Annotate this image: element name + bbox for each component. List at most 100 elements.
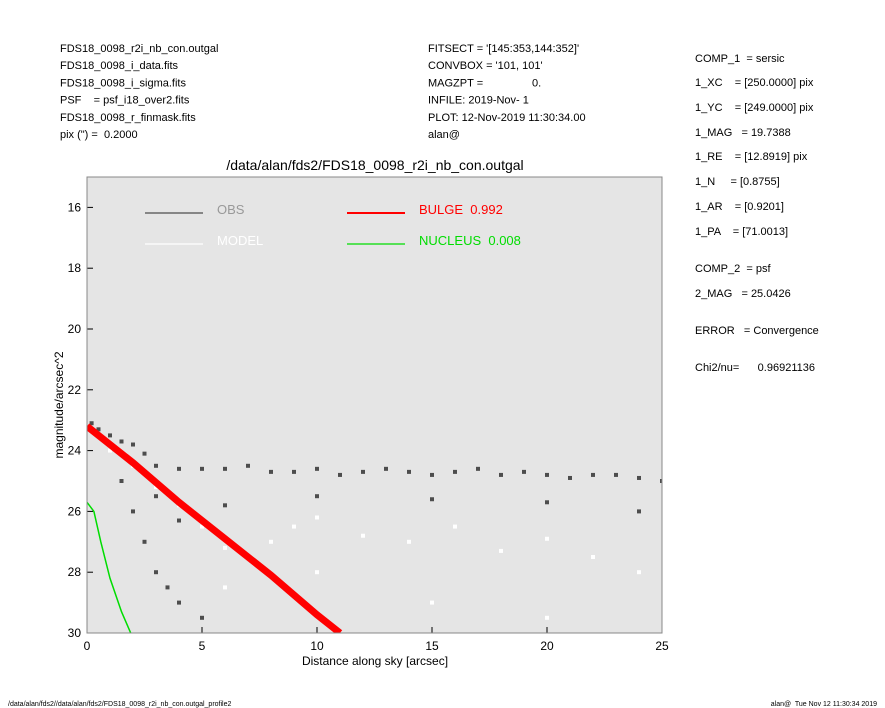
y-tick-label: 22 (68, 383, 82, 397)
data-point (407, 469, 411, 474)
data-point (108, 448, 112, 453)
data-point (430, 497, 434, 502)
y-tick-label: 24 (68, 444, 82, 458)
data-point (142, 539, 147, 544)
data-point (223, 585, 227, 590)
data-point (568, 475, 572, 480)
x-tick-label: 15 (425, 639, 439, 653)
data-point (269, 469, 273, 474)
profile-line (87, 501, 132, 633)
chart-title: /data/alan/fds2/FDS18_0098_r2i_nb_con.ou… (226, 157, 523, 173)
header-left-line: PSF = psf_i18_over2.fits (60, 95, 190, 107)
data-point (200, 466, 204, 471)
data-point (614, 472, 618, 477)
header-middle-line: CONVBOX = '101, 101' (428, 60, 543, 72)
data-point (384, 466, 388, 471)
data-point (96, 427, 101, 432)
data-point (131, 509, 135, 514)
data-point (637, 509, 641, 514)
data-point (453, 469, 457, 474)
x-tick-label: 20 (540, 639, 554, 653)
legend-label: OBS (217, 202, 245, 217)
data-point (338, 472, 342, 477)
data-point (108, 433, 112, 438)
header-right-line: 1_AR = [0.9201] (695, 201, 784, 213)
plot-frame (86, 176, 663, 634)
data-point (142, 451, 147, 456)
header-right-line: 1_XC = [250.0000] pix (695, 77, 814, 89)
legend-label: MODEL (217, 233, 263, 248)
data-point (545, 536, 549, 541)
header-right-line: COMP_1 = sersic (695, 53, 785, 65)
data-point (361, 533, 365, 538)
data-point (453, 524, 457, 529)
footer-left: /data/alan/fds2//data/alan/fds2/FDS18_00… (8, 701, 231, 708)
header-right-line: 1_N = [0.8755] (695, 176, 780, 188)
header-middle-line: INFILE: 2019-Nov- 1 (428, 95, 529, 107)
y-axis-label: magnitude/arcsec^2 (52, 351, 66, 458)
data-point (177, 466, 181, 471)
data-point (545, 472, 549, 477)
y-tick-label: 28 (68, 565, 82, 579)
header-left-line: FDS18_0098_i_sigma.fits (60, 77, 186, 89)
data-point (499, 548, 503, 553)
data-point (545, 615, 549, 620)
footer-right: alan@ Tue Nov 12 11:30:34 2019 (771, 701, 877, 708)
x-tick-label: 10 (310, 639, 324, 653)
x-tick-label: 25 (655, 639, 669, 653)
data-point (200, 615, 204, 620)
header-right-line: 2_MAG = 25.0426 (695, 288, 791, 300)
header-left-line: FDS18_0098_i_data.fits (60, 60, 179, 72)
data-point (177, 518, 181, 523)
header-middle-line: PLOT: 12-Nov-2019 11:30:34.00 (428, 112, 586, 124)
header-right-line: 1_YC = [249.0000] pix (695, 102, 814, 114)
data-point (119, 439, 124, 444)
data-point (89, 421, 94, 426)
y-tick-label: 30 (68, 626, 82, 640)
data-point (292, 524, 296, 529)
legend-label: NUCLEUS 0.008 (419, 233, 521, 248)
data-point (292, 469, 296, 474)
data-point (269, 539, 273, 544)
data-point (119, 479, 124, 483)
plot-area (87, 177, 662, 633)
y-tick-label: 20 (68, 322, 82, 336)
y-tick-label: 18 (68, 261, 82, 275)
header-right-line: COMP_2 = psf (695, 263, 771, 275)
data-point (154, 463, 158, 468)
header-right-line: 1_MAG = 19.7388 (695, 127, 791, 139)
header-left-line: FDS18_0098_r_finmask.fits (60, 112, 196, 124)
data-point (522, 469, 526, 474)
header-right-line: Chi2/nu= 0.96921136 (695, 362, 815, 374)
data-point (637, 475, 641, 480)
header-left-line: pix (") = 0.2000 (60, 129, 138, 141)
data-point (315, 515, 319, 520)
x-tick-label: 5 (199, 639, 206, 653)
data-point (200, 524, 204, 529)
data-point (545, 500, 549, 505)
data-point (177, 600, 181, 605)
data-point (165, 585, 170, 590)
data-point (223, 545, 227, 550)
header-middle-line: alan@ (428, 129, 460, 141)
data-point (361, 469, 365, 474)
profile-line (87, 423, 343, 633)
data-point (315, 466, 319, 471)
data-point (591, 472, 595, 477)
data-point (315, 570, 319, 575)
data-point (223, 503, 227, 508)
data-point (246, 463, 250, 468)
header-middle-line: FITSECT = '[145:353,144:352]' (428, 43, 579, 55)
data-point (430, 600, 434, 605)
header-right-line: ERROR = Convergence (695, 325, 819, 337)
header-right-line: 1_PA = [71.0013] (695, 226, 788, 238)
data-point (407, 539, 411, 544)
data-point (154, 494, 158, 499)
data-point (591, 555, 595, 559)
header-right-line: 1_RE = [12.8919] pix (695, 151, 808, 163)
y-tick-label: 16 (68, 200, 82, 214)
header-middle-line: MAGZPT = 0. (428, 77, 541, 89)
plot-data (87, 421, 662, 633)
data-point (154, 570, 158, 575)
